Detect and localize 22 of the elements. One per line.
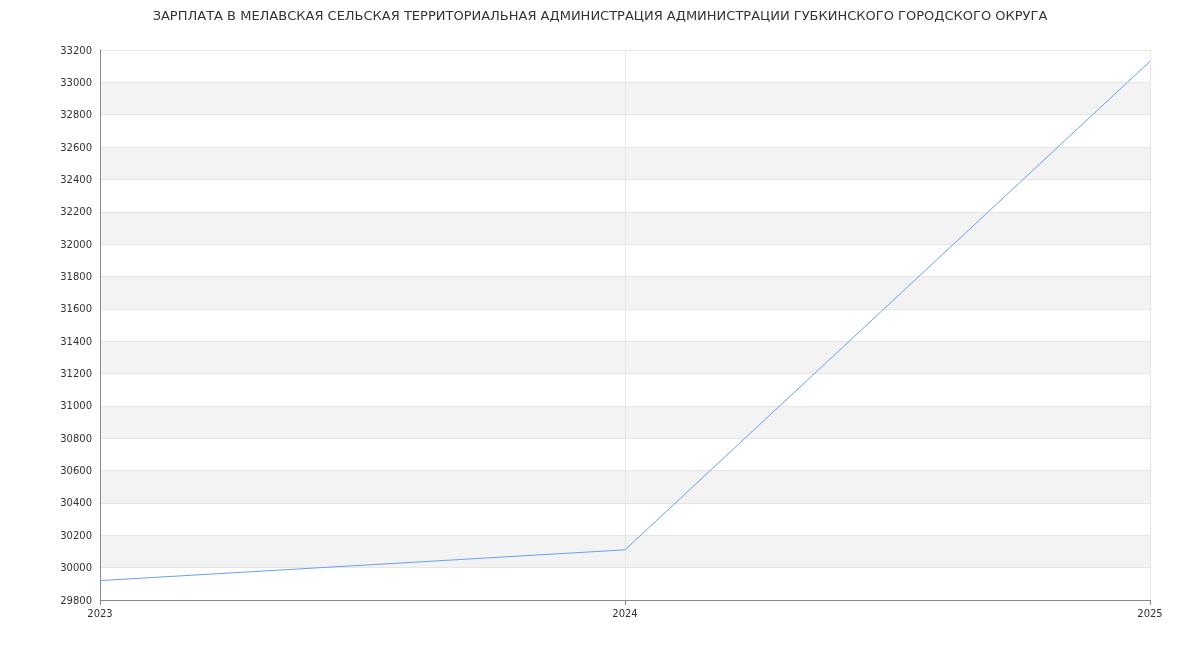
y-tick-label: 32800 xyxy=(60,109,92,121)
chart-title: ЗАРПЛАТА В МЕЛАВСКАЯ СЕЛЬСКАЯ ТЕРРИТОРИАЛЬНАЯ АДМИНИСТРАЦИЯ АДМИНИСТРАЦИИ ГУБКИНСКОГО ГОРОДСКОГО ОКРУГА xyxy=(152,8,1048,23)
y-tick-label: 31400 xyxy=(60,335,92,347)
y-tick-label: 32600 xyxy=(60,141,92,153)
x-tick-label: 2023 xyxy=(87,607,113,619)
y-tick-label: 31000 xyxy=(60,400,92,412)
y-tick-label: 33200 xyxy=(60,44,92,56)
y-tick-label: 30000 xyxy=(60,562,92,574)
x-tick-label: 2024 xyxy=(612,607,638,619)
y-tick-label: 33000 xyxy=(60,76,92,88)
y-tick-label: 30800 xyxy=(60,432,92,444)
y-tick-label: 32400 xyxy=(60,173,92,185)
y-tick-label: 31200 xyxy=(60,368,92,380)
y-tick-label: 30200 xyxy=(60,529,92,541)
y-tick-label: 32200 xyxy=(60,206,92,218)
y-tick-label: 31800 xyxy=(60,270,92,282)
y-tick-label: 31600 xyxy=(60,303,92,315)
y-tick-label: 29800 xyxy=(60,594,92,606)
y-tick-label: 30600 xyxy=(60,465,92,477)
x-tick-label: 2025 xyxy=(1137,607,1163,619)
y-tick-label: 32000 xyxy=(60,238,92,250)
y-tick-label: 30400 xyxy=(60,497,92,509)
